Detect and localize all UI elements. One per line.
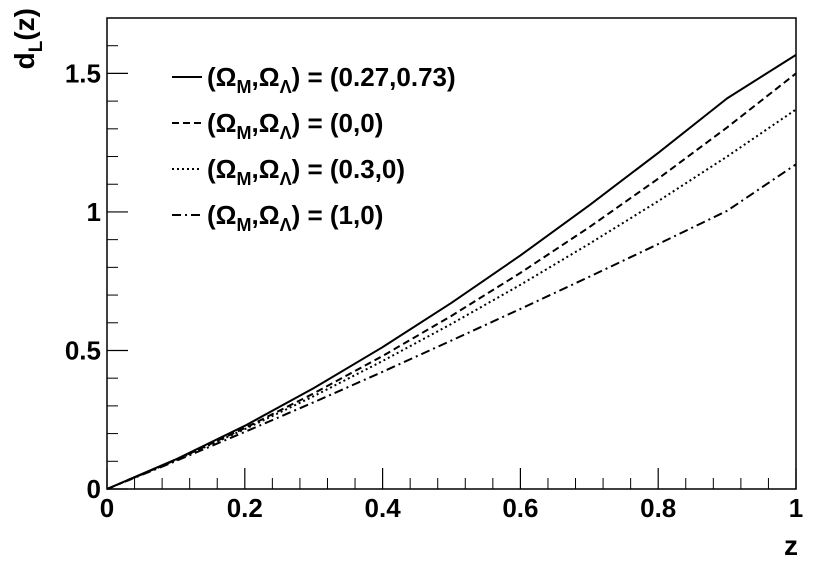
legend-entry-label: (ΩM,ΩΛ) = (0.27,0.73) [207, 62, 456, 97]
legend-label-part: ) = (0,0) [292, 108, 384, 138]
legend-label-part: (Ω [207, 154, 237, 184]
legend-label-part: (Ω [207, 62, 237, 92]
legend-label-part: M [237, 123, 252, 143]
legend-label-part: ,Ω [252, 62, 280, 92]
y-tick-label: 0 [87, 474, 101, 504]
y-axis-title-base: d [9, 52, 40, 69]
plot-frame-border [106, 17, 797, 490]
y-axis-title-rest: (z) [9, 8, 40, 41]
legend-label-part: M [237, 215, 252, 235]
legend-label-part: Λ [280, 215, 292, 235]
legend-label-part: ,Ω [252, 200, 280, 230]
legend-label-part: Λ [280, 123, 292, 143]
legend: (ΩM,ΩΛ) = (0.27,0.73)(ΩM,ΩΛ) = (0,0)(ΩM,… [172, 62, 456, 235]
y-tick-label: 1 [87, 197, 101, 227]
y-axis-title: dL(z) [9, 8, 47, 69]
y-tick-label: 1.5 [65, 58, 101, 88]
legend-label-part: ) = (0.3,0) [292, 154, 405, 184]
axis-ticks [106, 45, 797, 490]
legend-label-part: ) = (1,0) [292, 200, 384, 230]
legend-entry-label: (ΩM,ΩΛ) = (0,0) [207, 108, 383, 143]
legend-label-part: M [237, 169, 252, 189]
x-tick-label: 0.8 [640, 493, 676, 523]
legend-label-part: ,Ω [252, 154, 280, 184]
legend-label-part: (Ω [207, 108, 237, 138]
x-tick-label: 0.4 [365, 493, 402, 523]
series-line-solid [106, 54, 797, 490]
series-line-dotted [106, 108, 797, 490]
x-tick-label: 0 [100, 493, 114, 523]
legend-label-part: Λ [280, 77, 292, 97]
legend-label-part: Λ [280, 169, 292, 189]
legend-entry-label: (ΩM,ΩΛ) = (0.3,0) [207, 154, 405, 189]
y-axis-title-subscript: L [26, 40, 47, 52]
legend-label-part: ,Ω [252, 108, 280, 138]
x-tick-label: 0.6 [502, 493, 538, 523]
legend-label-part: (Ω [207, 200, 237, 230]
plot-frame [106, 17, 797, 490]
axis-tick-labels: 0 0.2 0.4 0.6 0.8 1 0 0.5 1 1.5 [65, 58, 803, 523]
legend-label-part: ) = (0.27,0.73) [292, 62, 456, 92]
series-lines [106, 54, 797, 490]
x-axis-title: z [784, 530, 798, 561]
y-tick-label: 0.5 [65, 335, 101, 365]
series-line-dashdot [106, 163, 797, 490]
legend-label-part: M [237, 77, 252, 97]
x-tick-label: 1 [789, 493, 803, 523]
x-tick-label: 0.2 [227, 493, 263, 523]
legend-entry-label: (ΩM,ΩΛ) = (1,0) [207, 200, 383, 235]
